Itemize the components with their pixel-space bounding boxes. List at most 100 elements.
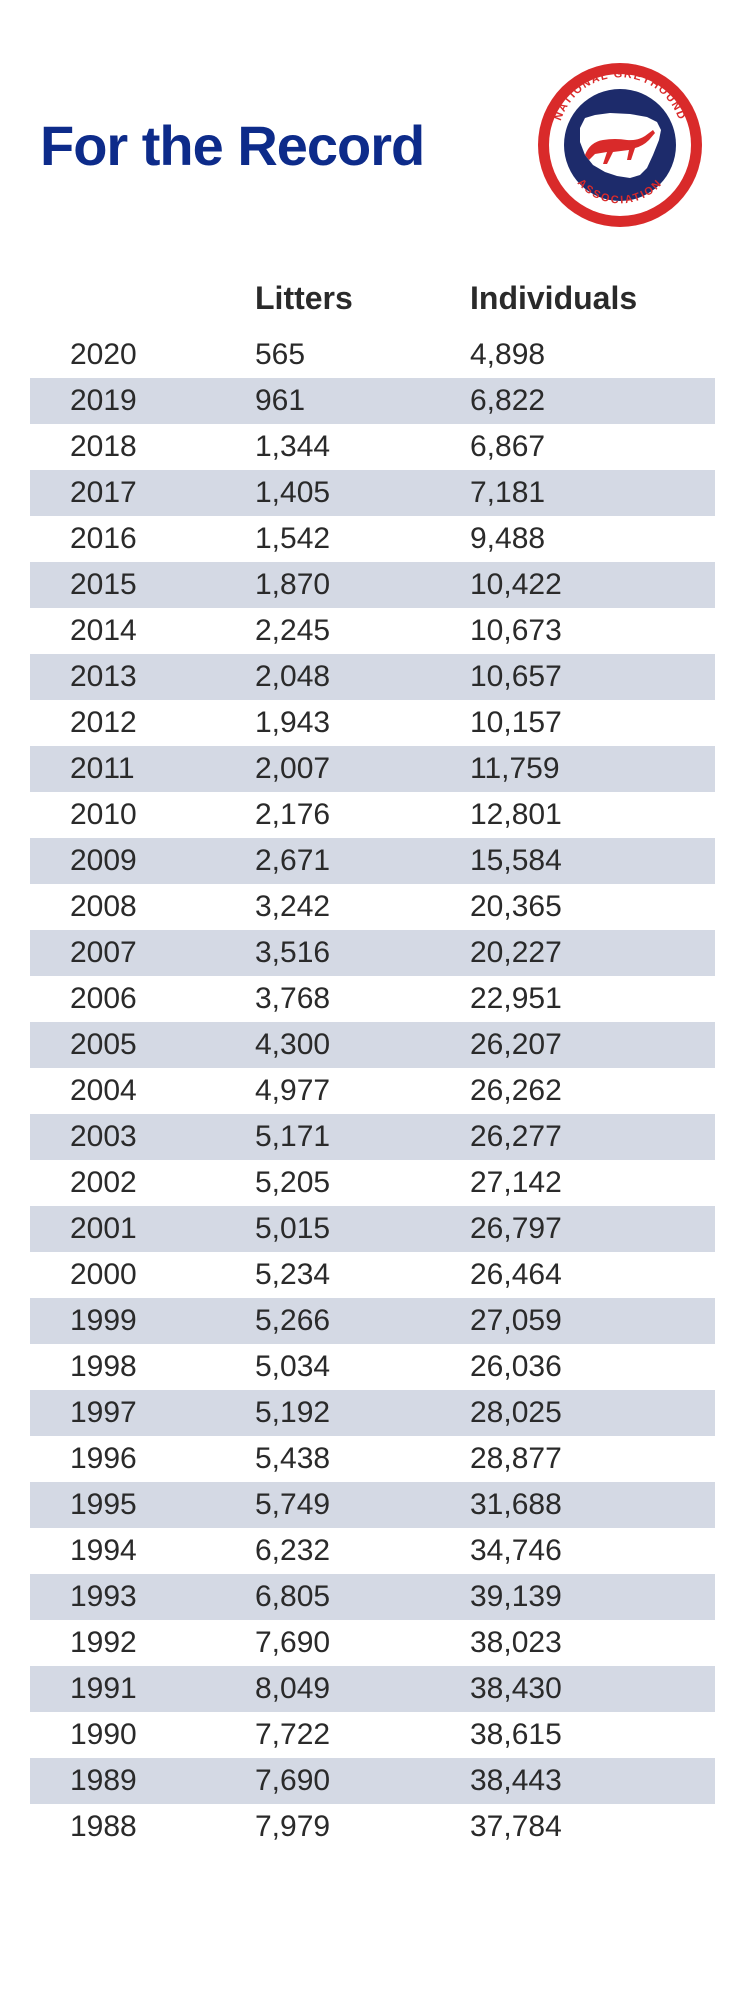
cell-litters: 565 xyxy=(240,338,450,372)
table-row: 20054,30026,207 xyxy=(30,1022,715,1068)
cell-year: 1999 xyxy=(30,1304,240,1338)
table-row: 19927,69038,023 xyxy=(30,1620,715,1666)
cell-litters: 5,171 xyxy=(240,1120,450,1154)
cell-individuals: 22,951 xyxy=(450,982,715,1016)
cell-year: 2017 xyxy=(30,476,240,510)
table-row: 19936,80539,139 xyxy=(30,1574,715,1620)
cell-litters: 3,768 xyxy=(240,982,450,1016)
table-row: 20102,17612,801 xyxy=(30,792,715,838)
cell-individuals: 26,036 xyxy=(450,1350,715,1384)
cell-litters: 1,405 xyxy=(240,476,450,510)
cell-year: 2004 xyxy=(30,1074,240,1108)
cell-individuals: 39,139 xyxy=(450,1580,715,1614)
cell-year: 2006 xyxy=(30,982,240,1016)
cell-year: 2020 xyxy=(30,338,240,372)
table-row: 19887,97937,784 xyxy=(30,1804,715,1850)
cell-litters: 2,245 xyxy=(240,614,450,648)
page-container: For the Record NATIONAL GREYHOUND xyxy=(0,0,745,1890)
cell-individuals: 38,615 xyxy=(450,1718,715,1752)
cell-year: 2009 xyxy=(30,844,240,878)
table-row: 20005,23426,464 xyxy=(30,1252,715,1298)
cell-individuals: 9,488 xyxy=(450,522,715,556)
cell-litters: 5,205 xyxy=(240,1166,450,1200)
cell-individuals: 26,207 xyxy=(450,1028,715,1062)
cell-litters: 1,344 xyxy=(240,430,450,464)
cell-individuals: 28,877 xyxy=(450,1442,715,1476)
cell-year: 2013 xyxy=(30,660,240,694)
cell-individuals: 15,584 xyxy=(450,844,715,878)
cell-individuals: 26,277 xyxy=(450,1120,715,1154)
cell-individuals: 26,262 xyxy=(450,1074,715,1108)
table-row: 20205654,898 xyxy=(30,332,715,378)
cell-year: 2016 xyxy=(30,522,240,556)
cell-individuals: 6,867 xyxy=(450,430,715,464)
table-row: 20121,94310,157 xyxy=(30,700,715,746)
cell-year: 1988 xyxy=(30,1810,240,1844)
page-title: For the Record xyxy=(40,113,424,178)
cell-year: 1996 xyxy=(30,1442,240,1476)
cell-individuals: 34,746 xyxy=(450,1534,715,1568)
cell-year: 2019 xyxy=(30,384,240,418)
table-row: 20063,76822,951 xyxy=(30,976,715,1022)
cell-year: 2011 xyxy=(30,752,240,786)
cell-individuals: 12,801 xyxy=(450,798,715,832)
column-header-litters: Litters xyxy=(240,280,450,317)
cell-litters: 6,232 xyxy=(240,1534,450,1568)
cell-litters: 1,943 xyxy=(240,706,450,740)
cell-year: 2010 xyxy=(30,798,240,832)
data-table: Litters Individuals 20205654,89820199616… xyxy=(30,270,715,1850)
table-row: 20073,51620,227 xyxy=(30,930,715,976)
cell-year: 2002 xyxy=(30,1166,240,1200)
column-header-individuals: Individuals xyxy=(450,280,715,317)
table-row: 20181,3446,867 xyxy=(30,424,715,470)
cell-individuals: 6,822 xyxy=(450,384,715,418)
cell-year: 1989 xyxy=(30,1764,240,1798)
cell-litters: 5,749 xyxy=(240,1488,450,1522)
table-row: 20151,87010,422 xyxy=(30,562,715,608)
cell-individuals: 31,688 xyxy=(450,1488,715,1522)
table-row: 19965,43828,877 xyxy=(30,1436,715,1482)
cell-litters: 4,977 xyxy=(240,1074,450,1108)
cell-year: 2001 xyxy=(30,1212,240,1246)
cell-litters: 5,034 xyxy=(240,1350,450,1384)
table-row: 20142,24510,673 xyxy=(30,608,715,654)
cell-year: 2000 xyxy=(30,1258,240,1292)
cell-litters: 2,176 xyxy=(240,798,450,832)
table-row: 20025,20527,142 xyxy=(30,1160,715,1206)
column-header-year xyxy=(30,280,240,317)
cell-individuals: 11,759 xyxy=(450,752,715,786)
cell-individuals: 20,365 xyxy=(450,890,715,924)
cell-litters: 2,007 xyxy=(240,752,450,786)
cell-individuals: 20,227 xyxy=(450,936,715,970)
cell-individuals: 10,673 xyxy=(450,614,715,648)
cell-individuals: 38,430 xyxy=(450,1672,715,1706)
cell-individuals: 4,898 xyxy=(450,338,715,372)
cell-individuals: 10,657 xyxy=(450,660,715,694)
table-row: 20092,67115,584 xyxy=(30,838,715,884)
cell-individuals: 27,059 xyxy=(450,1304,715,1338)
cell-year: 1992 xyxy=(30,1626,240,1660)
cell-year: 1994 xyxy=(30,1534,240,1568)
cell-litters: 1,870 xyxy=(240,568,450,602)
cell-year: 2012 xyxy=(30,706,240,740)
header: For the Record NATIONAL GREYHOUND xyxy=(30,60,715,230)
cell-litters: 961 xyxy=(240,384,450,418)
table-row: 19975,19228,025 xyxy=(30,1390,715,1436)
cell-year: 1991 xyxy=(30,1672,240,1706)
cell-individuals: 38,023 xyxy=(450,1626,715,1660)
table-row: 20044,97726,262 xyxy=(30,1068,715,1114)
cell-individuals: 38,443 xyxy=(450,1764,715,1798)
cell-litters: 2,671 xyxy=(240,844,450,878)
cell-individuals: 10,157 xyxy=(450,706,715,740)
table-row: 20199616,822 xyxy=(30,378,715,424)
cell-individuals: 26,797 xyxy=(450,1212,715,1246)
cell-individuals: 37,784 xyxy=(450,1810,715,1844)
table-row: 19946,23234,746 xyxy=(30,1528,715,1574)
table-row: 19897,69038,443 xyxy=(30,1758,715,1804)
table-row: 20083,24220,365 xyxy=(30,884,715,930)
cell-litters: 1,542 xyxy=(240,522,450,556)
cell-individuals: 27,142 xyxy=(450,1166,715,1200)
table-row: 20161,5429,488 xyxy=(30,516,715,562)
cell-year: 1990 xyxy=(30,1718,240,1752)
cell-litters: 5,015 xyxy=(240,1212,450,1246)
